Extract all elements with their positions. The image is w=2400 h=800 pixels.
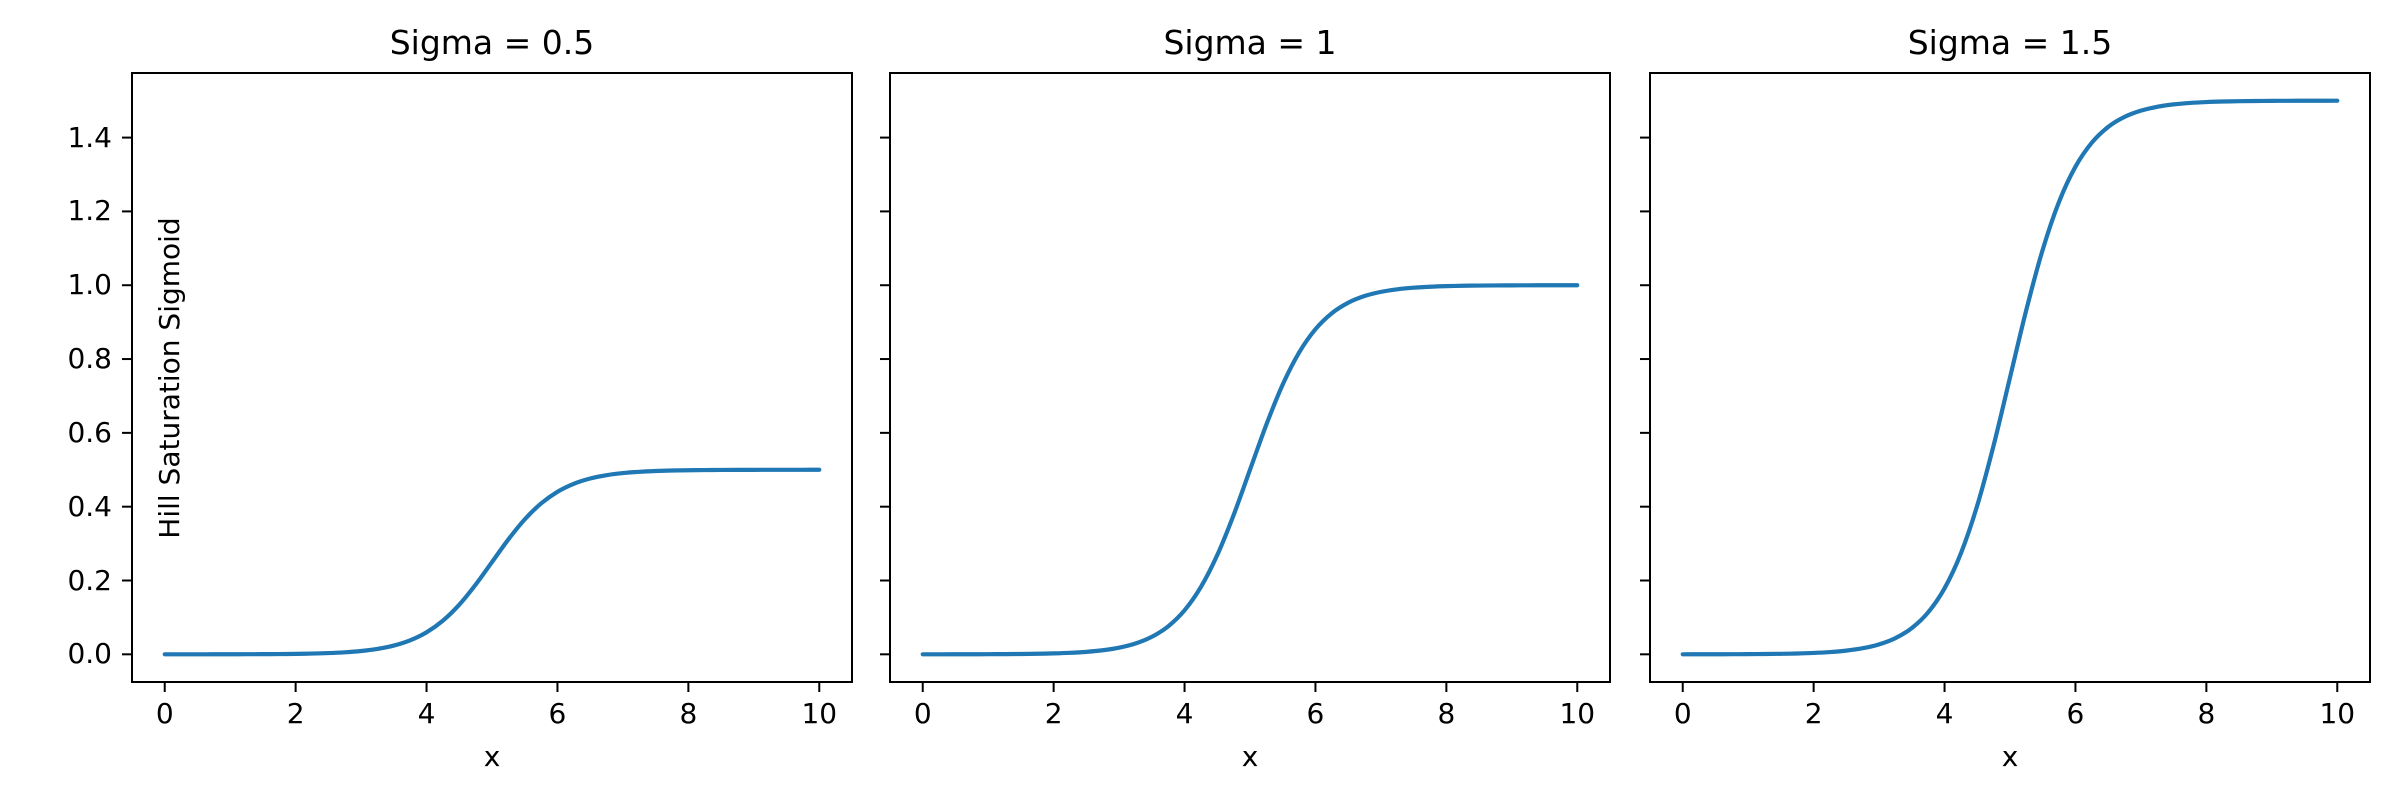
x-tick-label: 8: [1437, 697, 1456, 730]
x-tick-label: 4: [417, 697, 436, 730]
sigmoid-curve: [920, 283, 1580, 657]
sigmoid-curve: [162, 467, 822, 657]
x-axis-label: x: [483, 740, 501, 773]
y-tick-label: 0.0: [67, 637, 112, 671]
x-tick-label: 4: [1935, 697, 1954, 730]
x-tick-label: 2: [286, 697, 305, 730]
plot-area: [880, 72, 1611, 692]
subplot-sigma-1-5: Sigma = 1.5 x 0 2 4 6 8 10: [1640, 0, 2371, 800]
subplot-sigma-1: Sigma = 1 x 0 2 4 6 8 10: [880, 0, 1611, 800]
subplot-title: Sigma = 0.5: [389, 23, 595, 62]
y-tick-label: 0.8: [67, 342, 112, 376]
plot-area: [122, 72, 853, 692]
y-tick-label: 0.2: [67, 563, 112, 597]
y-tick-label: 0.4: [67, 489, 112, 523]
sigmoid-curve: [1680, 98, 2340, 657]
x-axis-label: x: [2001, 740, 2019, 773]
x-tick-label: 8: [679, 697, 698, 730]
x-tick-label: 6: [2066, 697, 2085, 730]
plot-area: [1640, 72, 2371, 692]
x-tick-label: 6: [1306, 697, 1325, 730]
y-tick-label: 0.6: [67, 415, 112, 449]
subplot-title: Sigma = 1: [1163, 23, 1337, 62]
axes-spines: [131, 72, 853, 683]
x-tick-label: 2: [1044, 697, 1063, 730]
x-tick-label: 10: [1559, 697, 1596, 730]
x-axis-label: x: [1241, 740, 1259, 773]
x-tick-label: 2: [1804, 697, 1823, 730]
x-tick-label: 10: [2319, 697, 2356, 730]
subplot-title: Sigma = 1.5: [1907, 23, 2113, 62]
x-tick-label: 6: [548, 697, 567, 730]
axes-spines: [889, 72, 1611, 683]
y-tick-label: 1.4: [67, 120, 112, 154]
x-tick-label: 0: [155, 697, 174, 730]
x-tick-label: 0: [1673, 697, 1692, 730]
x-tick-label: 8: [2197, 697, 2216, 730]
y-tick-label: 1.2: [67, 194, 112, 228]
x-tick-label: 10: [801, 697, 838, 730]
x-tick-label: 0: [913, 697, 932, 730]
x-tick-label: 4: [1175, 697, 1194, 730]
y-tick-label: 1.0: [67, 268, 112, 302]
axes-spines: [1649, 72, 2371, 683]
